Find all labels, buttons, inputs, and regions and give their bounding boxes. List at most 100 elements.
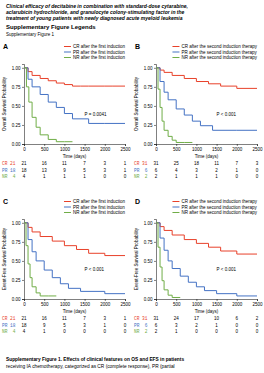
y-axis-tick-label: 1.00 [12, 66, 21, 71]
risk-count: 21 [21, 161, 27, 166]
legend-entry: NR after the second induction therapy [181, 55, 257, 60]
y-axis-tick-label: 0.50 [144, 104, 153, 109]
risk-count: 1 [175, 329, 178, 334]
y-axis-tick: 0.25 [12, 278, 24, 283]
legend-entry: NR after the first induction [73, 210, 126, 215]
x-axis-tick-mark [125, 144, 126, 146]
y-axis-title: Event-Free Survival Probability [134, 227, 139, 290]
risk-count: 2 [256, 316, 259, 321]
p-value: P < 0.001 [217, 112, 237, 117]
caption-line: Supplementary Figure 1. Effects of clini… [6, 357, 184, 362]
x-axis-tick: 2500 [252, 144, 263, 152]
x-axis-tick-label: 2000 [100, 147, 111, 152]
risk-row-label: CR 31 [134, 316, 148, 321]
y-axis-tick-label: 0.75 [144, 85, 153, 90]
survival-curve [156, 223, 257, 254]
risk-count: 0 [104, 174, 107, 179]
y-axis-tick: 1.00 [144, 221, 156, 226]
x-axis-tick: 500 [41, 144, 49, 152]
risk-count: 4 [23, 174, 26, 179]
legend: CR after the second induction therapyPR … [172, 199, 257, 215]
risk-count: 16 [42, 316, 48, 321]
x-axis-tick-mark [85, 144, 86, 146]
y-axis-tick-label: 0.75 [12, 240, 21, 245]
x-axis: 05001000150020002500 [23, 299, 131, 307]
p-value: P = 0.0041 [85, 112, 107, 117]
y-axis-tick: 0.50 [12, 104, 24, 109]
risk-count: 6 [155, 168, 158, 173]
legend-swatch [172, 212, 179, 213]
risk-count: 9 [63, 168, 66, 173]
risk-count: 0 [124, 329, 127, 334]
x-axis-tick-label: 0 [23, 147, 26, 152]
x-axis-tick: 1000 [192, 144, 203, 152]
risk-count: 3 [104, 161, 107, 166]
risk-count: 0 [256, 168, 259, 173]
risk-row-label: NR 4 [2, 174, 16, 179]
x-axis-tick: 1500 [212, 144, 223, 152]
x-axis-tick-mark [217, 144, 218, 146]
legend-entry: PR after the first induction [73, 205, 125, 210]
risk-count: 5 [83, 168, 86, 173]
legend-entry: PR after the second induction therapy [181, 205, 257, 210]
x-axis-tick: 500 [173, 299, 181, 307]
y-axis-tick-mark [154, 280, 156, 281]
y-axis-line [22, 65, 25, 145]
x-axis-tick-mark [176, 144, 177, 146]
y-axis-tick-label: 0.25 [12, 123, 21, 128]
survival-curve [156, 68, 192, 143]
plot-area [156, 68, 257, 143]
y-axis-tick: 0.25 [144, 123, 156, 128]
x-axis-tick: 0 [23, 144, 26, 152]
x-axis-tick: 2000 [232, 144, 243, 152]
risk-count: 1 [83, 174, 86, 179]
legend-swatch [64, 212, 71, 213]
risk-count: 0 [236, 323, 239, 328]
legend-swatch [64, 52, 71, 53]
y-axis: 0.000.250.500.751.00 [144, 65, 157, 147]
y-axis-tick: 0.00 [12, 297, 24, 302]
x-axis-tick-mark [64, 144, 65, 146]
legend-entry: CR after the first induction [73, 44, 126, 49]
x-axis-tick-label: 1500 [212, 302, 223, 307]
risk-count: 0 [195, 329, 198, 334]
legend-swatch [64, 57, 71, 58]
risk-count: 5 [63, 323, 66, 328]
y-axis-tick-mark [22, 261, 24, 262]
plot-area [156, 223, 257, 298]
legend-entry: NR after the second induction therapy [181, 210, 257, 215]
survival-curve [156, 223, 257, 296]
y-axis-tick-label: 0.50 [12, 104, 21, 109]
x-axis-tick: 2500 [252, 299, 263, 307]
x-axis-tick: 1500 [80, 299, 91, 307]
x-axis-tick-label: 1000 [60, 147, 71, 152]
x-axis-tick-label: 500 [41, 147, 49, 152]
y-axis-tick: 1.00 [144, 66, 156, 71]
x-axis-tick-mark [105, 144, 106, 146]
legend: CR after the first inductionPR after the… [64, 44, 126, 60]
x-axis-tick-mark [64, 299, 65, 301]
legend-swatch [64, 46, 71, 47]
x-axis-tick-label: 0 [23, 302, 26, 307]
y-axis-tick: 0.25 [12, 123, 24, 128]
risk-count: 1 [195, 174, 198, 179]
y-axis-title: Overall Survival Probability [134, 76, 139, 131]
legend-entry: PR after the second induction therapy [181, 50, 257, 55]
x-axis-tick-mark [237, 144, 238, 146]
panel: 050010001500200025000.000.250.500.751.00… [2, 43, 131, 179]
risk-count: 6 [236, 316, 239, 321]
y-axis-tick-label: 0.50 [144, 259, 153, 264]
y-axis-tick-mark [154, 261, 156, 262]
risk-count: 4 [23, 329, 26, 334]
y-axis: 0.000.250.500.751.00 [144, 220, 157, 302]
y-axis-tick-label: 0.00 [144, 297, 153, 302]
y-axis-title: Event-Free Survival Probability [2, 227, 7, 290]
annotation: Supplementary Figure 1 [6, 32, 55, 37]
x-axis-tick-mark [196, 299, 197, 301]
y-axis-tick-mark [22, 87, 24, 88]
y-axis-tick-mark [154, 87, 156, 88]
x-axis-tick-label: 500 [173, 302, 181, 307]
legend-entry: CR after the first induction [73, 199, 126, 204]
risk-count: 0 [236, 329, 239, 334]
y-axis-tick-label: 0.75 [12, 85, 21, 90]
